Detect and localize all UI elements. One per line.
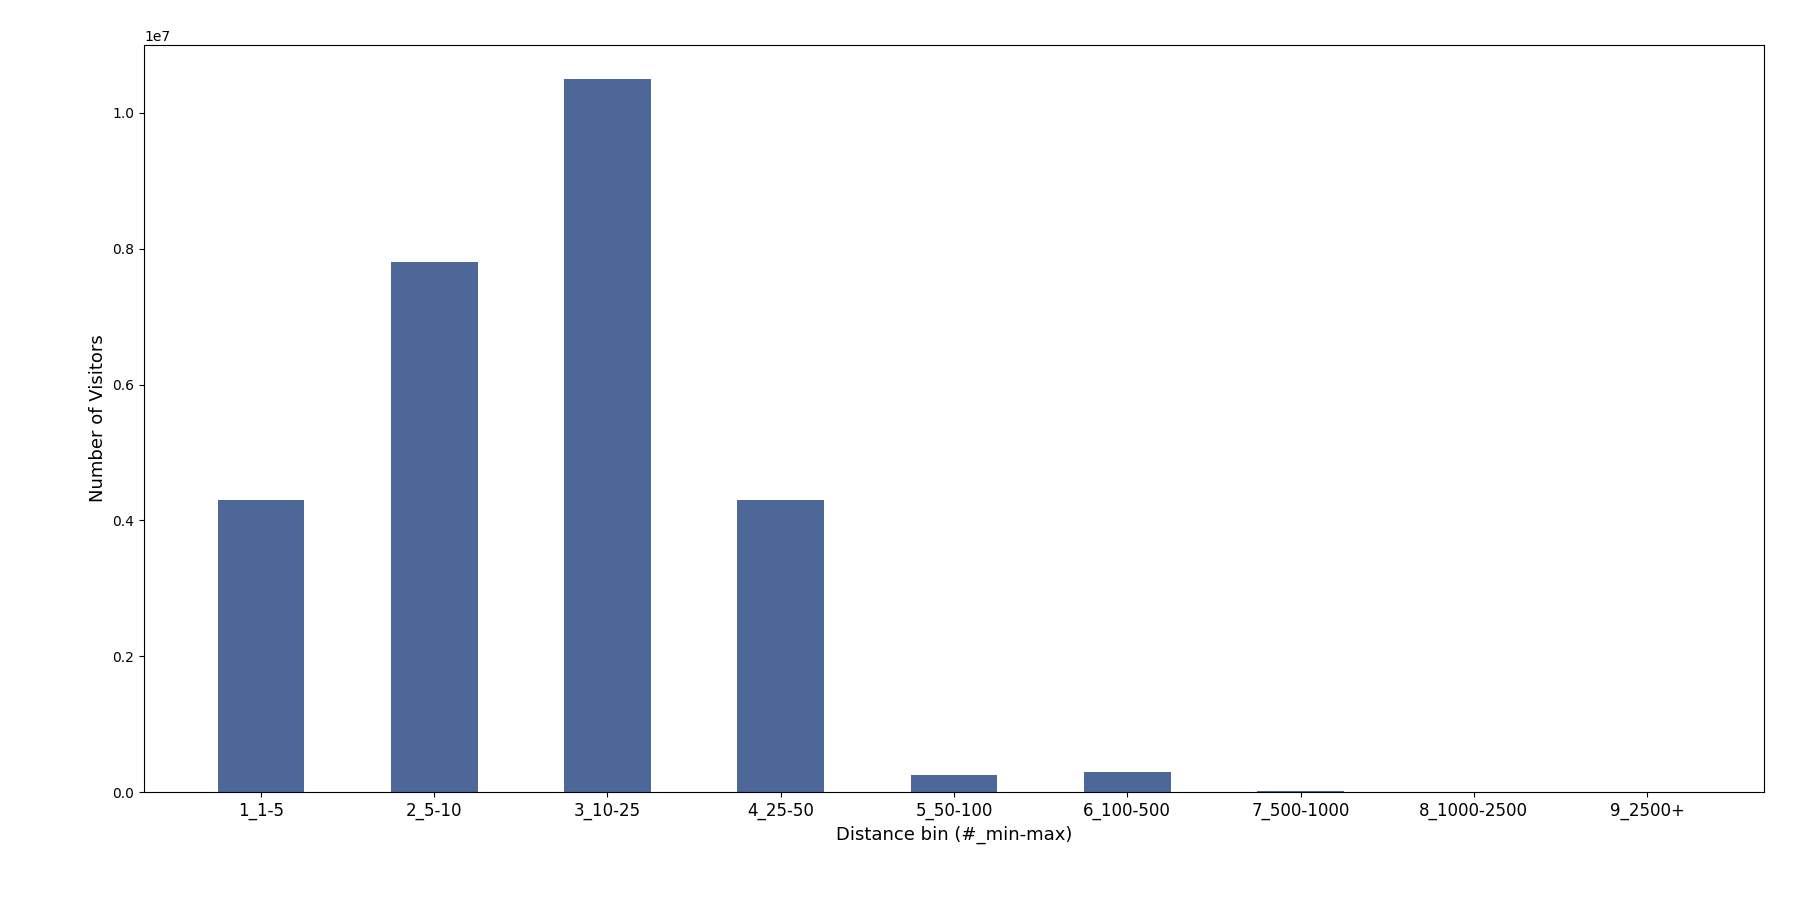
Bar	[911, 775, 997, 792]
Y-axis label: Number of Visitors: Number of Visitors	[88, 335, 106, 502]
Bar	[1256, 791, 1345, 792]
Bar	[218, 500, 304, 792]
Bar	[738, 500, 824, 792]
Bar	[1084, 771, 1170, 792]
Bar	[391, 262, 477, 792]
X-axis label: Distance bin (#_min-max): Distance bin (#_min-max)	[835, 825, 1073, 843]
Bar	[563, 79, 652, 792]
